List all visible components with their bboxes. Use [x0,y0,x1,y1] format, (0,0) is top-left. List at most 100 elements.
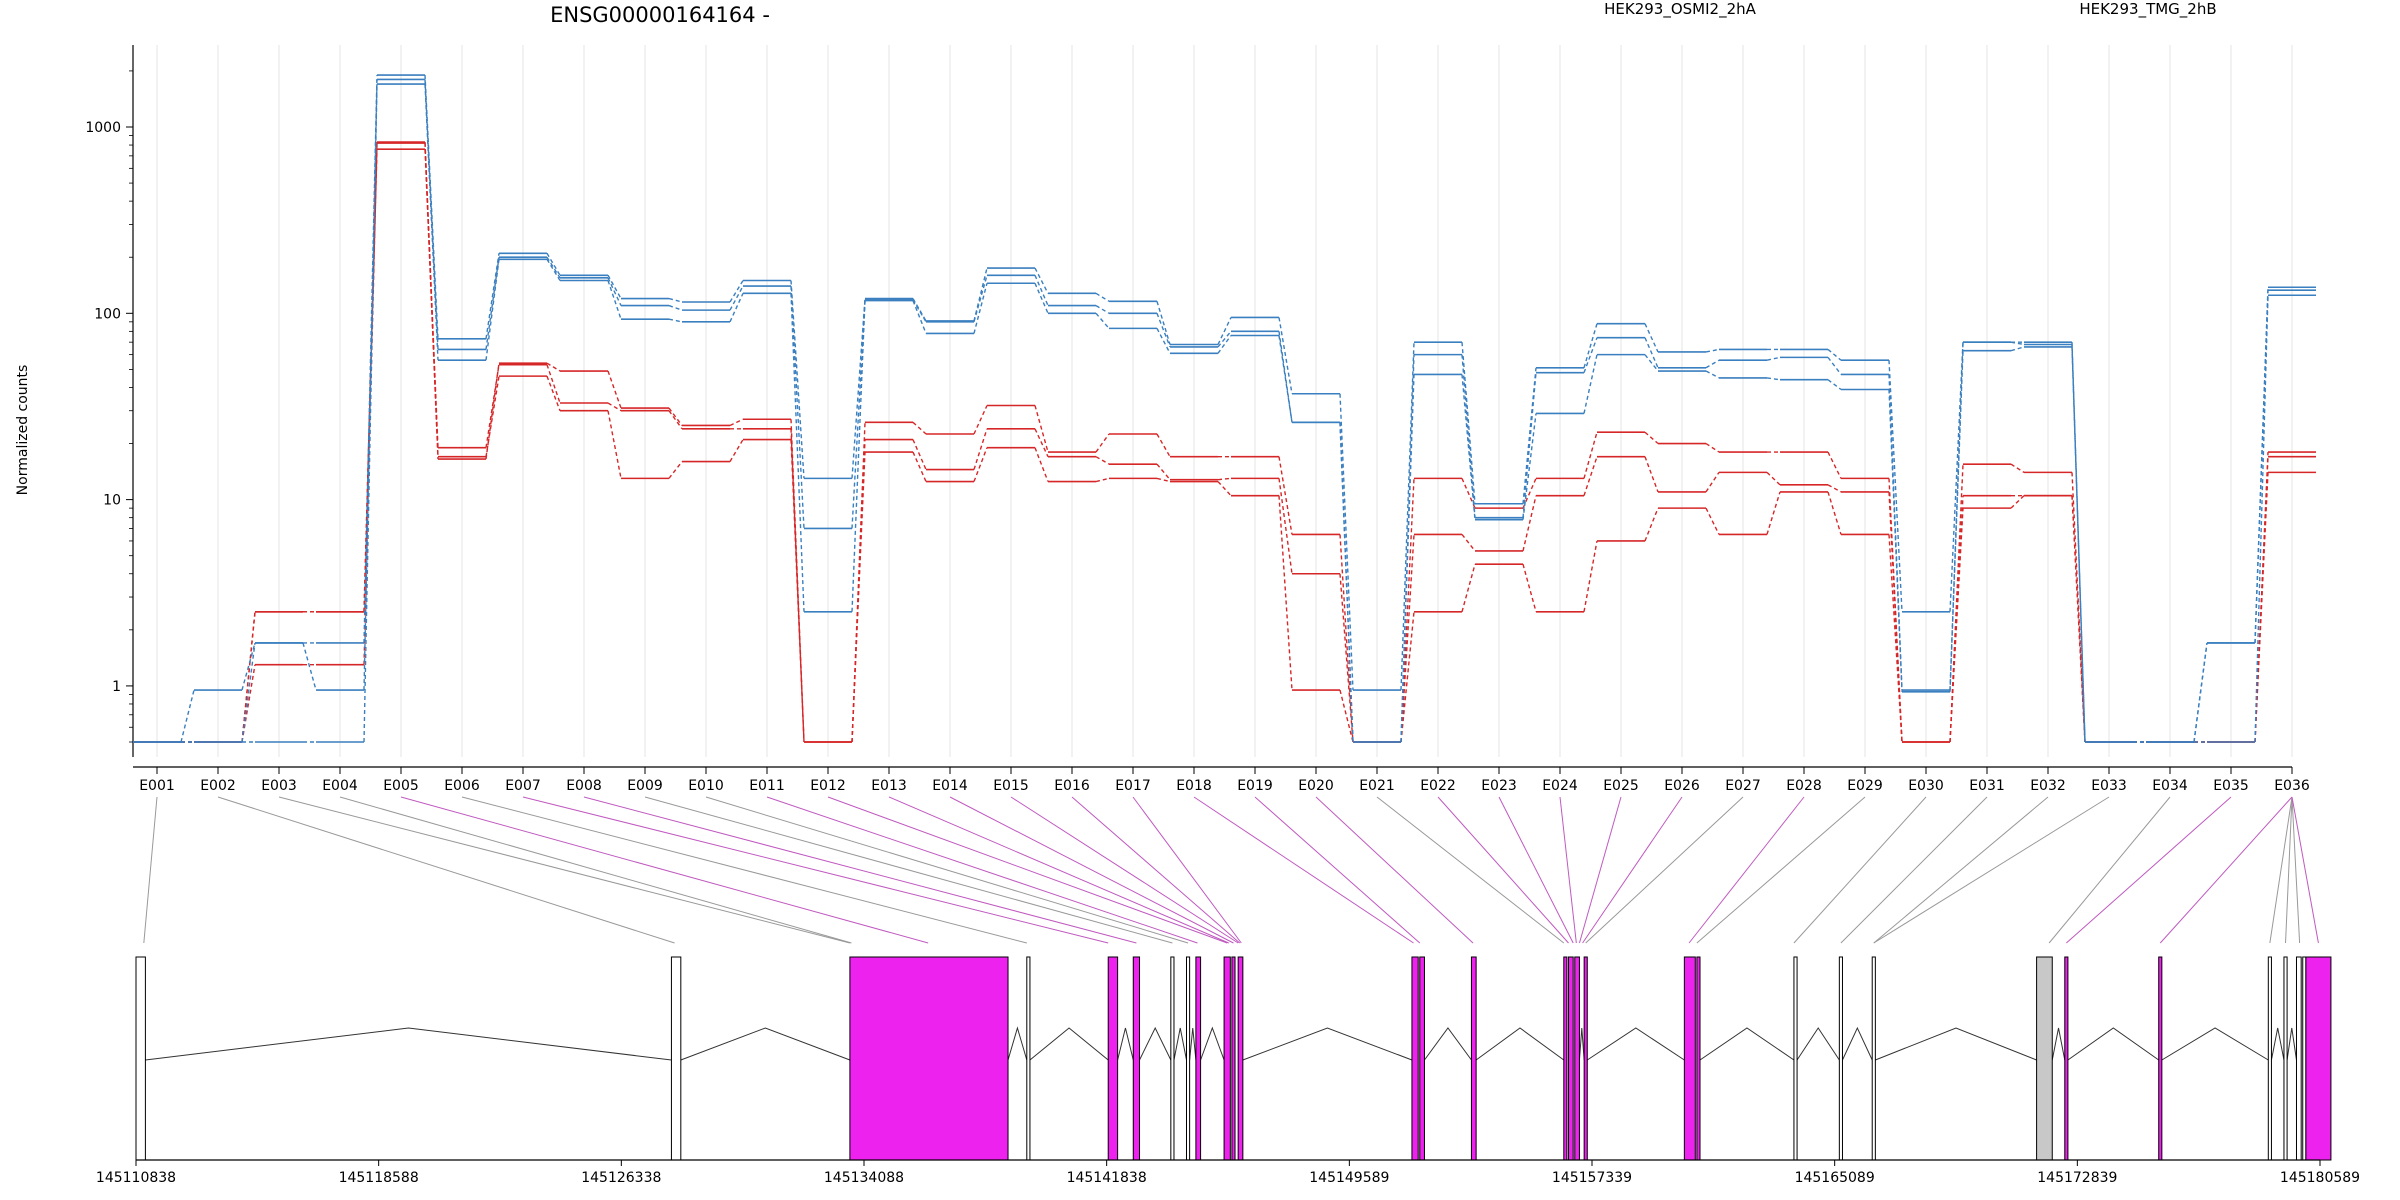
series-transition [1705,471,1720,493]
series-transition [485,364,500,448]
series-transition [1766,377,1781,381]
series-transition [2254,452,2269,743]
genomic-tick-label: 145157339 [1552,1170,1632,1186]
series-transition [1949,495,1964,743]
connector-21 [1376,796,1565,944]
series-transition [424,149,439,460]
series-transition [668,461,683,479]
intron-line [1699,1027,1795,1061]
genomic-tick-label: 145180589 [2280,1170,2360,1186]
series-transition [1644,431,1659,445]
series-transition [851,300,866,612]
series-transition [1400,611,1415,743]
exon-box-29 [2283,956,2288,1161]
series-transition [790,286,805,529]
series-transition [1156,328,1171,354]
connector-33 [1873,796,2110,944]
x-tick-label-e036: E036 [2274,778,2310,794]
x-tick-label-e015: E015 [993,778,1029,794]
x-tick-label-e019: E019 [1237,778,1273,794]
series-transition [973,447,988,482]
x-tick-label-e032: E032 [2030,778,2066,794]
connector-11 [766,796,1198,944]
series-transition [1644,323,1659,353]
connector-38 [2285,796,2293,944]
series-transition [2010,463,2025,473]
series-transition [1583,432,1598,479]
series-transition [729,439,744,462]
series-transition [1461,342,1476,504]
series-transition [729,280,744,303]
genomic-tick-label: 145172839 [2037,1170,2117,1186]
y-tick-label: 1 [112,679,121,695]
series-transition [1034,405,1049,453]
series-transition [302,642,317,691]
series-transition [1461,478,1476,509]
series-transition [1095,312,1110,329]
series-transition [607,402,622,412]
exon-box-3 [849,956,1009,1161]
series-transition [1827,484,1842,493]
x-tick-label-e021: E021 [1359,778,1395,794]
series-transition [1888,360,1903,612]
series-transition [1461,564,1476,612]
series-transition [1217,335,1232,354]
exon-box-24 [1871,956,1876,1161]
series-transition [546,252,561,276]
x-tick-label-e022: E022 [1420,778,1456,794]
connector-30 [1793,796,1927,944]
genomic-tick-label: 145118588 [339,1170,419,1186]
series-transition [1095,456,1110,465]
x-tick-label-e016: E016 [1054,778,1090,794]
exon-box-17 [1567,956,1574,1161]
connector-28 [1688,796,1805,944]
series-transition [973,405,988,435]
intron-line [1200,1026,1225,1061]
series-transition [1400,478,1415,743]
connector-1 [143,796,158,944]
connector-16 [1071,796,1241,944]
series-transition [1644,507,1659,542]
series-transition [485,259,500,361]
y-tick-label: 10 [103,493,121,509]
intron-line [1117,1027,1134,1061]
connector-5 [400,796,929,944]
exon-box-22 [1793,956,1798,1161]
x-tick-label-e014: E014 [932,778,968,794]
intron-line [1796,1027,1840,1061]
series-transition [1339,393,1354,691]
connector-40 [2291,796,2319,944]
connector-12 [827,796,1228,944]
connector-32 [1873,796,2049,944]
series-transition [1705,359,1720,369]
series-transition [668,407,683,426]
exon-box-23 [1838,956,1843,1161]
exon-box-2 [670,956,682,1161]
x-tick-label-e024: E024 [1542,778,1578,794]
connector-4 [339,796,852,944]
series-transition [668,297,683,303]
series-transition [912,300,927,334]
series-transition [973,283,988,334]
series-transition [1278,456,1293,535]
series-transition [2254,295,2269,743]
series-transition [180,689,195,743]
connector-13 [888,796,1229,944]
series-transition [1827,356,1842,375]
series-transition [2071,495,2086,743]
x-tick-label-e008: E008 [566,778,602,794]
series-2 [133,141,2316,743]
series-transition [1095,433,1110,453]
series-4 [133,74,2316,743]
connector-2 [217,796,675,944]
y-axis-ticks: 1 10 100 1000 [85,70,133,743]
connector-8 [583,796,1137,944]
genomic-tick-label: 145126338 [581,1170,661,1186]
exon-box-10 [1223,956,1231,1161]
vertical-gridlines [156,45,2293,757]
intron-line [1029,1027,1109,1061]
series-transition [1217,317,1232,345]
connector-6 [461,796,1027,944]
connector-27 [1585,796,1744,944]
series-transition [1461,374,1476,520]
